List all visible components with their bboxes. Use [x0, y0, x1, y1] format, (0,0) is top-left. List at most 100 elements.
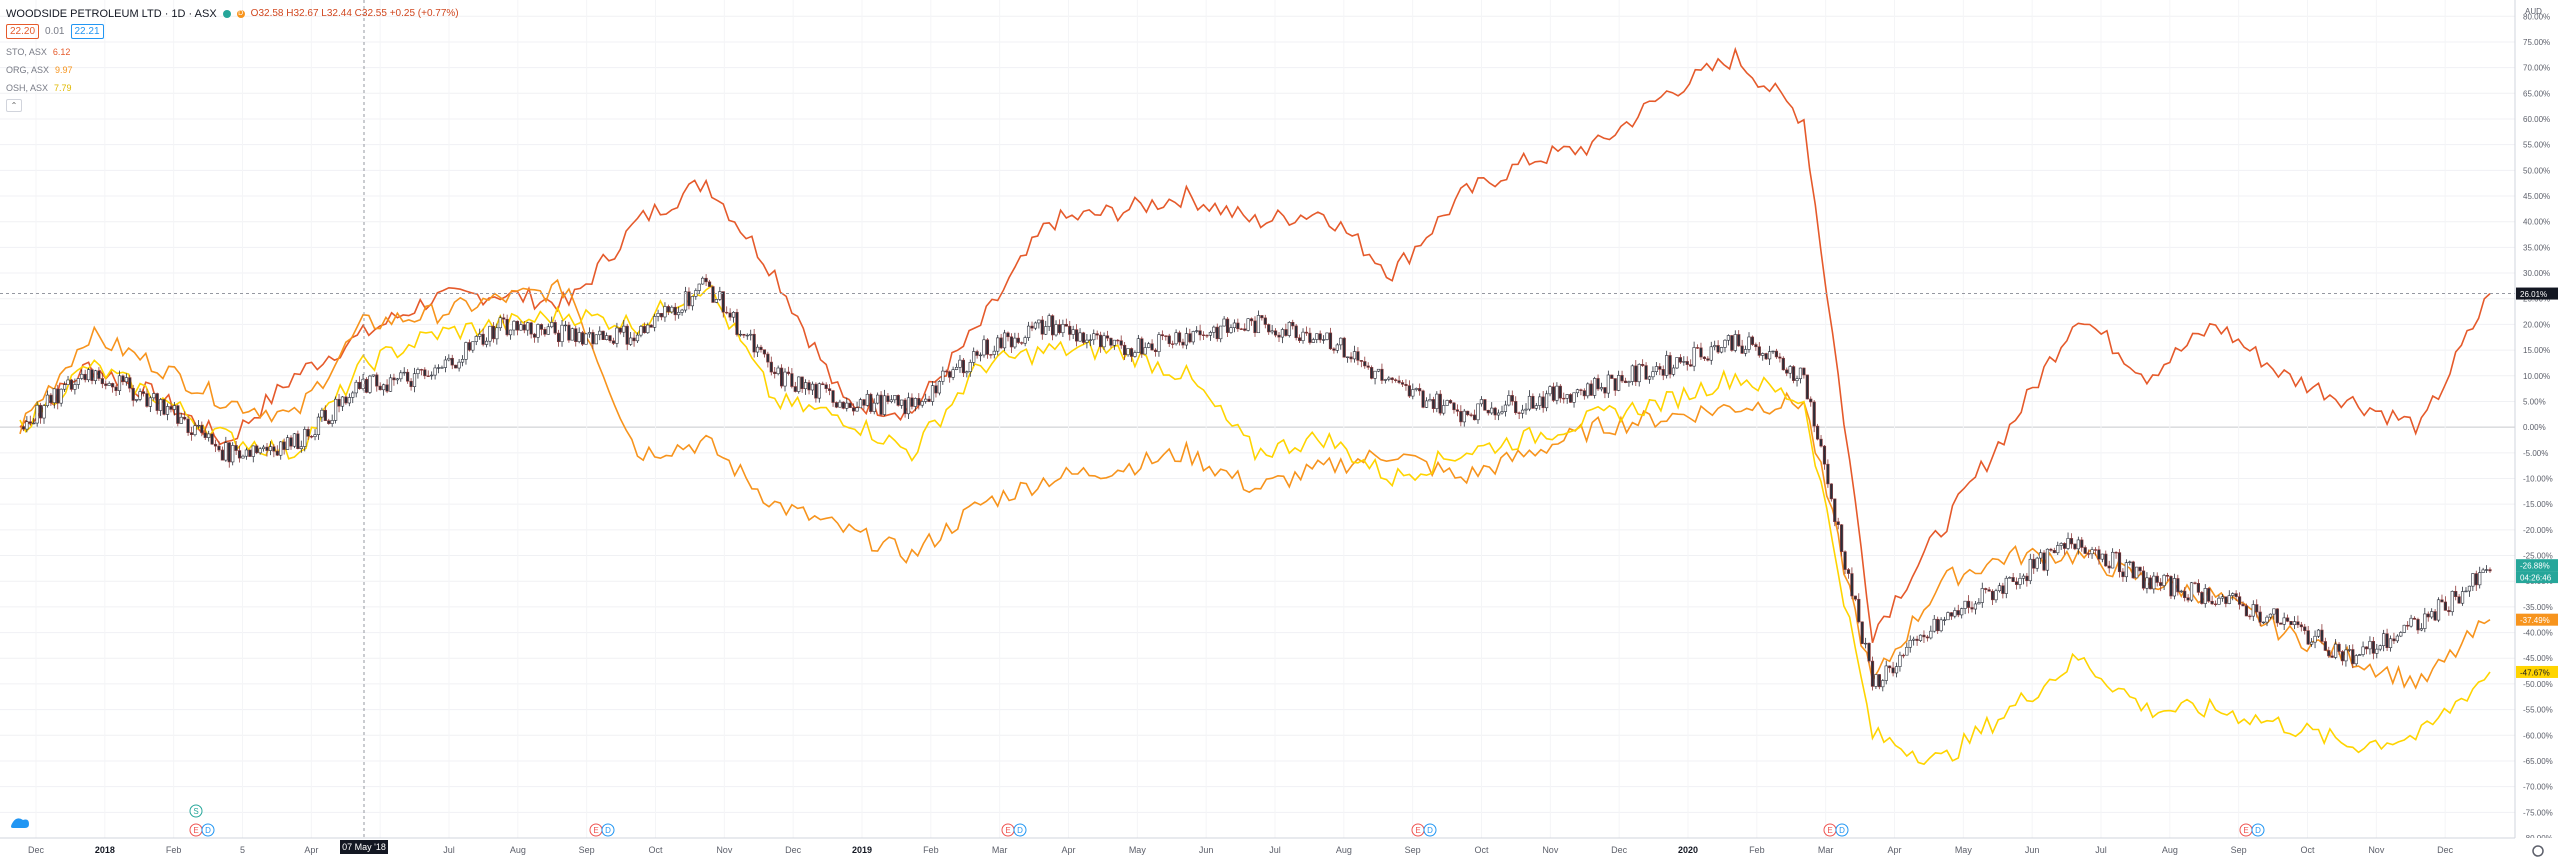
- candle-body: [443, 359, 447, 368]
- candle-body: [155, 393, 159, 411]
- bid-button[interactable]: 22.20: [6, 24, 40, 39]
- candle-body: [896, 395, 900, 406]
- candle-body: [2241, 604, 2245, 607]
- candle-body: [87, 369, 91, 381]
- candle-body: [1695, 347, 1700, 349]
- candle-body: [1342, 337, 1346, 358]
- candle-body: [817, 383, 821, 399]
- time-tick-label: Aug: [2162, 845, 2178, 855]
- time-tick-label: Nov: [716, 845, 733, 855]
- candle-body: [2382, 633, 2386, 647]
- candle-body: [1617, 375, 1621, 391]
- candle-body: [601, 330, 605, 340]
- time-tick-label: Oct: [1474, 845, 1489, 855]
- candle-body: [1569, 394, 1573, 403]
- candle-body: [2155, 575, 2159, 583]
- candle-body: [1819, 438, 1823, 447]
- candle-body: [1256, 315, 1261, 334]
- candle-body: [1219, 325, 1223, 340]
- candle-body: [2402, 624, 2406, 633]
- candle-body: [334, 398, 338, 421]
- candle-body: [385, 384, 389, 392]
- candle-body: [2248, 615, 2252, 618]
- candle-body: [2162, 574, 2166, 586]
- ohlc-readout: O32.58 H32.67 L32.44 C32.55 +0.25 (+0.77…: [251, 8, 459, 19]
- candle-body: [2447, 610, 2451, 613]
- candle-body: [1013, 337, 1017, 348]
- candle-body: [1816, 425, 1820, 440]
- candle-body: [467, 342, 472, 351]
- candle-body: [1973, 603, 1978, 610]
- candle-body: [224, 442, 228, 461]
- gear-icon[interactable]: [2532, 845, 2544, 857]
- candle-body: [2388, 638, 2393, 649]
- candle-body: [241, 455, 245, 459]
- candle-body: [1510, 395, 1514, 402]
- candle-body: [656, 313, 660, 317]
- candle-body: [1448, 400, 1453, 404]
- candle-body: [2313, 635, 2317, 643]
- candle-body: [594, 334, 598, 345]
- candle-body: [1088, 339, 1092, 341]
- candle-body: [577, 332, 581, 342]
- event-dividend-icon: [201, 823, 215, 837]
- candle-body: [2196, 583, 2201, 593]
- candle-body: [1129, 348, 1134, 357]
- candle-body: [2310, 641, 2314, 645]
- candle-body: [687, 291, 691, 307]
- candle-body: [460, 359, 465, 363]
- candle-body: [2032, 558, 2036, 569]
- candle-body: [2008, 577, 2012, 579]
- candle-body: [625, 325, 629, 345]
- candle-body: [1630, 365, 1634, 382]
- candle-body: [659, 313, 664, 318]
- compare-item-sto[interactable]: STO, ASX 6.12: [6, 43, 459, 61]
- candle-body: [251, 445, 255, 457]
- candle-body: [869, 393, 873, 412]
- candle-body: [135, 399, 139, 401]
- candle-body: [1424, 400, 1429, 408]
- candle-body: [2306, 630, 2310, 645]
- candle-body: [1294, 325, 1298, 339]
- candle-body: [368, 375, 372, 393]
- candle-body: [237, 450, 242, 459]
- candle-body: [1544, 393, 1549, 409]
- candle-body: [2416, 619, 2420, 631]
- price-tick-label: 10.00%: [2523, 372, 2550, 381]
- candle-body: [440, 367, 444, 369]
- candle-body: [159, 399, 163, 411]
- candle-body: [1980, 588, 1984, 603]
- candle-body: [707, 281, 712, 287]
- candle-body: [261, 446, 266, 450]
- candle-body: [399, 372, 403, 380]
- ask-button[interactable]: 22.21: [70, 24, 104, 39]
- candle-body: [2423, 613, 2427, 629]
- candle-body: [2025, 575, 2029, 582]
- time-tick-label: Aug: [510, 845, 526, 855]
- candle-body: [1023, 337, 1027, 344]
- candle-body: [759, 346, 763, 351]
- event-dividend-icon: [1835, 823, 1849, 837]
- chevron-up-icon[interactable]: ⌃: [6, 99, 22, 112]
- compare-item-osh[interactable]: OSH, ASX 7.79: [6, 79, 459, 97]
- candle-body: [2412, 617, 2417, 620]
- time-tick-label: Sep: [579, 845, 595, 855]
- candle-body: [989, 354, 993, 356]
- candle-body: [807, 382, 811, 391]
- candle-body: [83, 373, 87, 381]
- candle-body: [1538, 396, 1542, 406]
- candle-body: [227, 442, 231, 463]
- candle-body: [2213, 603, 2218, 606]
- candle-body: [1328, 332, 1333, 350]
- candle-body: [299, 446, 303, 449]
- candle-body: [1802, 367, 1806, 376]
- candle-body: [406, 371, 410, 382]
- compare-item-org[interactable]: ORG, ASX 9.97: [6, 61, 459, 79]
- candle-body: [539, 324, 544, 330]
- candle-body: [591, 332, 595, 345]
- candle-body: [491, 325, 496, 340]
- candle-body: [1915, 638, 1919, 641]
- symbol-title[interactable]: WOODSIDE PETROLEUM LTD · 1D · ASX: [6, 7, 217, 20]
- candle-body: [1507, 395, 1511, 406]
